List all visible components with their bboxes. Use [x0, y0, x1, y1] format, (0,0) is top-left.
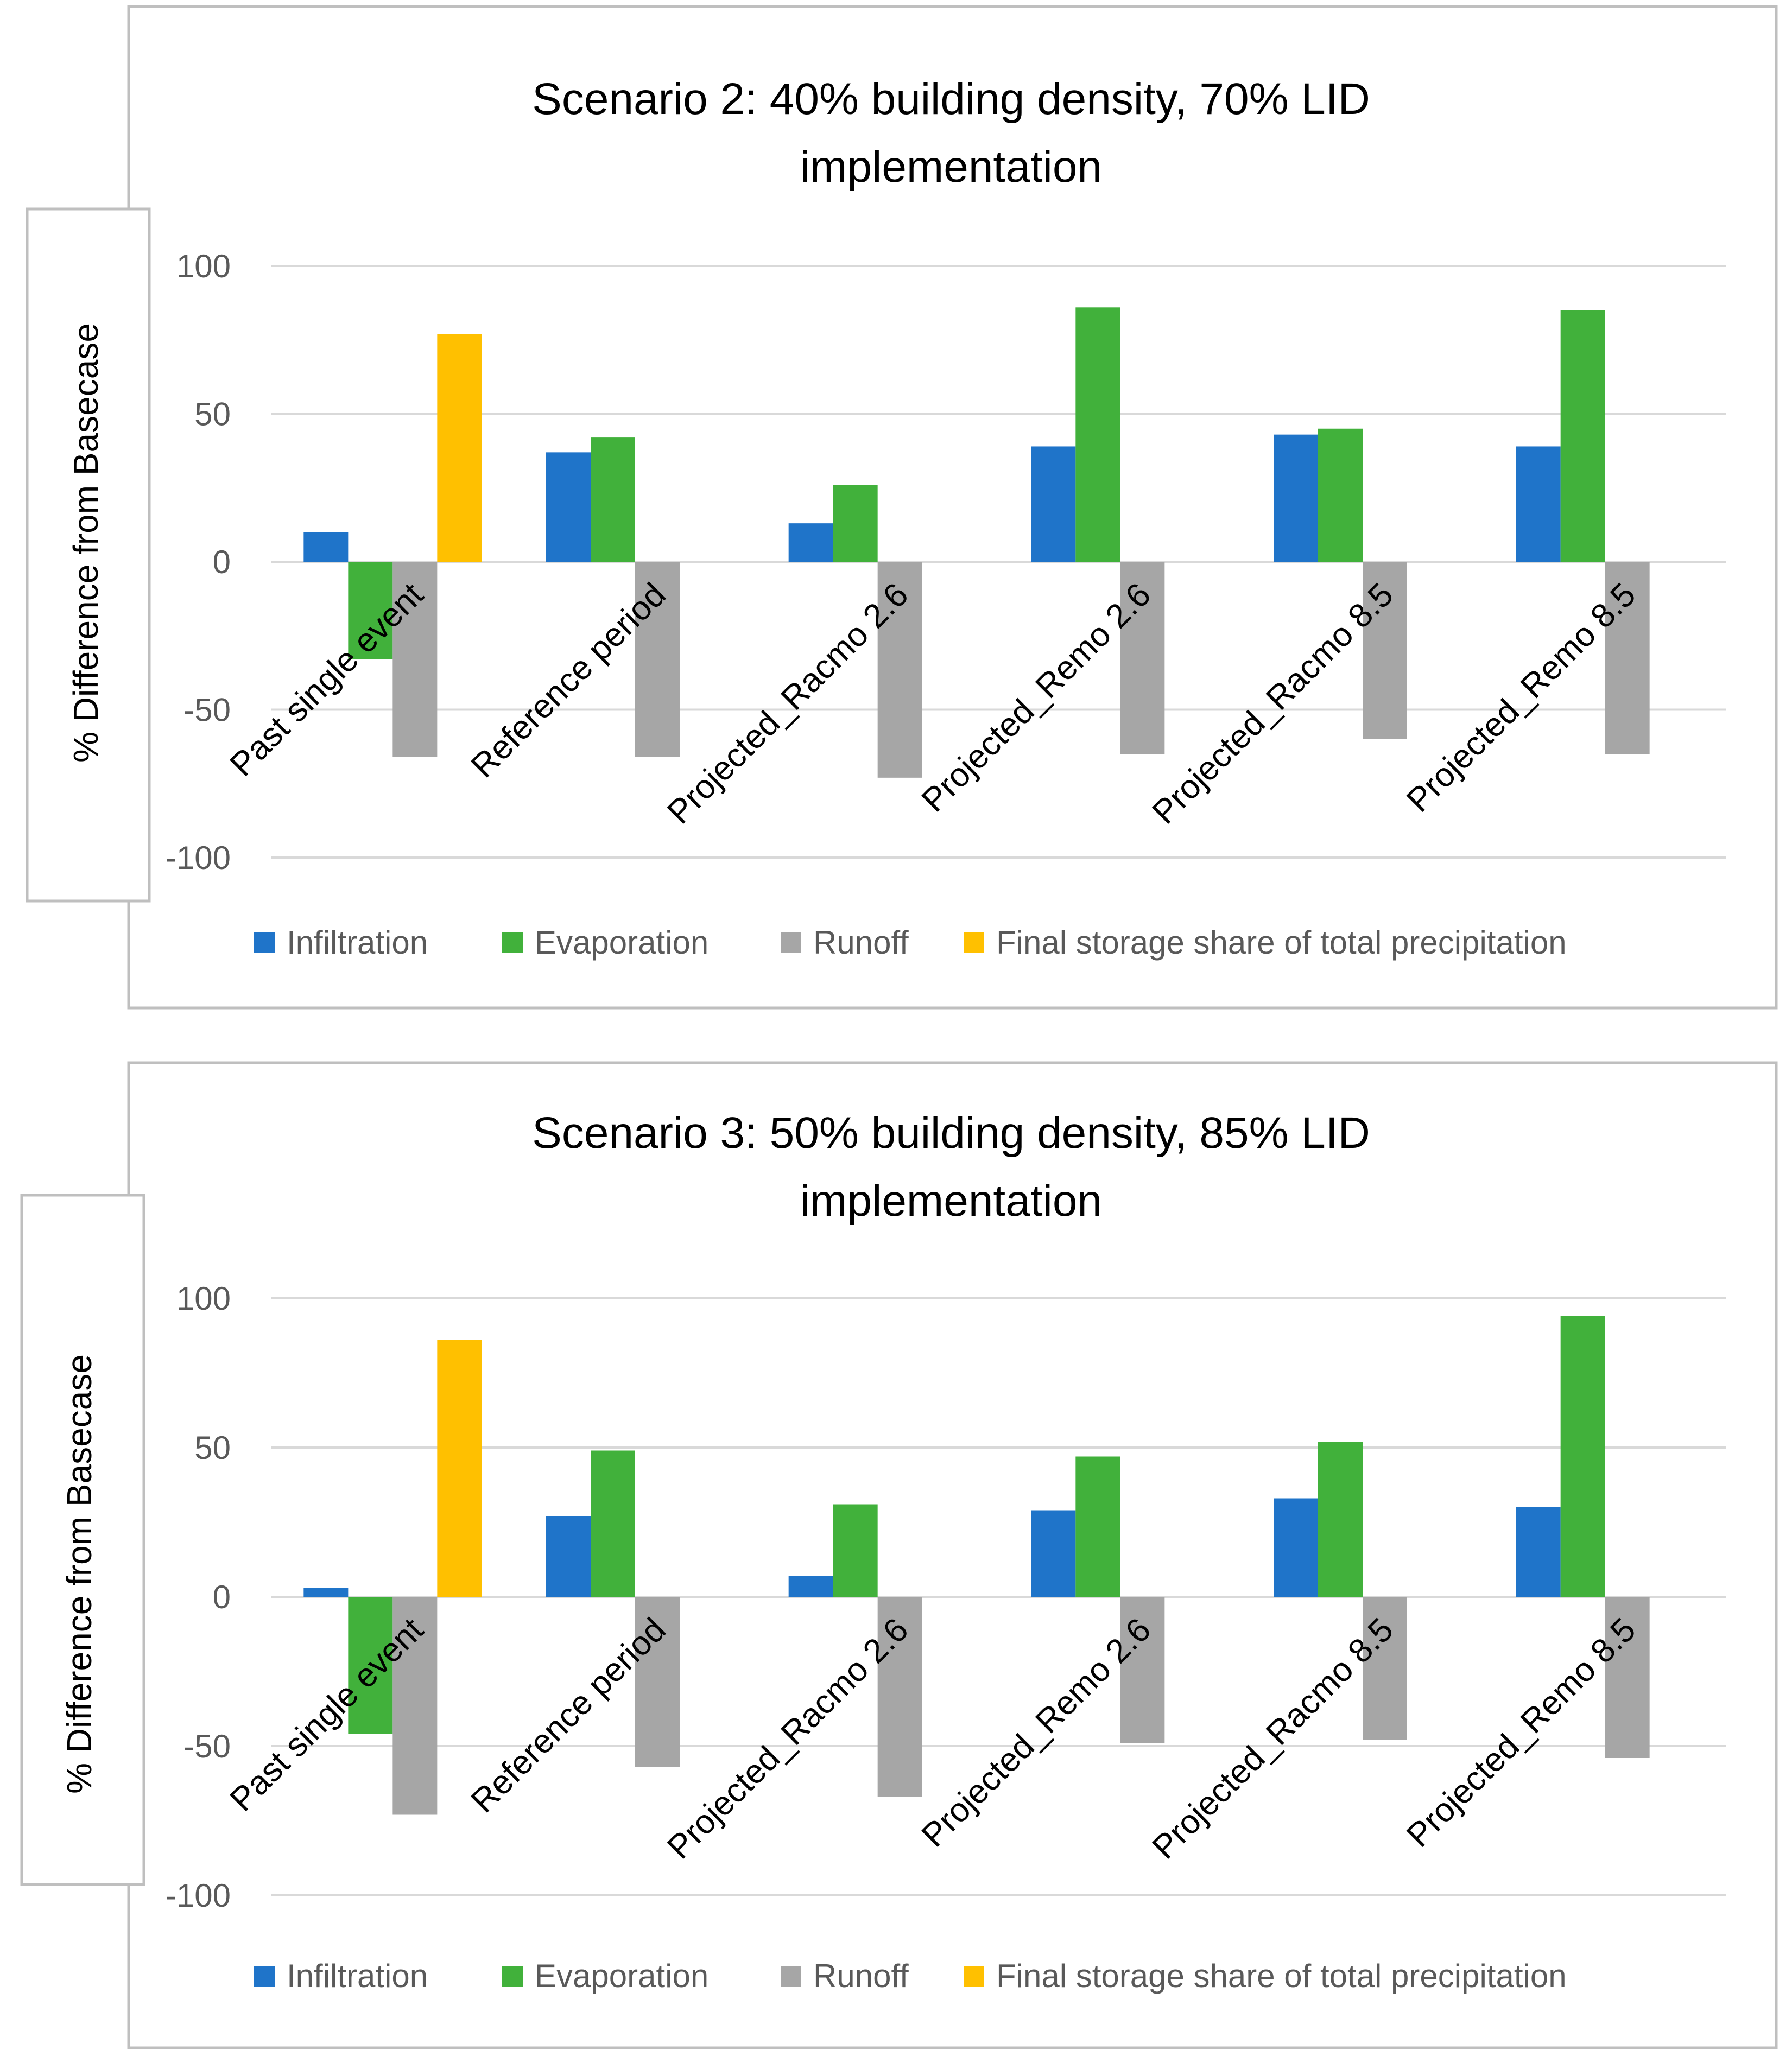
bar-infiltration-projected-remo-8-5 [1516, 1507, 1561, 1597]
bar-final-storage-share-of-total-precipitation-past-single-event [437, 334, 482, 562]
bar-runoff-projected-racmo-8-5 [1363, 1597, 1407, 1740]
gridlines [271, 265, 1726, 859]
bar-evaporation-projected-racmo-2-6 [833, 485, 878, 562]
legend-label-evaporation: Evaporation [535, 924, 708, 961]
bar-runoff-reference-period [635, 1597, 680, 1767]
bar-evaporation-reference-period [591, 437, 635, 562]
bar-runoff-projected-racmo-2-6 [877, 562, 922, 778]
bar-evaporation-past-single-event [348, 1597, 393, 1734]
bar-evaporation-projected-remo-8-5 [1560, 1316, 1605, 1597]
bars [303, 1316, 1650, 1815]
legend-label-infiltration: Infiltration [287, 924, 428, 961]
y-tick-labels: 100 50 0 -50 -100 [166, 248, 231, 876]
bar-runoff-past-single-event [392, 1597, 438, 1815]
bar-infiltration-reference-period [546, 452, 591, 562]
chart-title-line-2: implementation [800, 142, 1102, 192]
gridlines [271, 1297, 1726, 1896]
chart-scenario-3: Scenario 3: 50% building density, 85% LI… [20, 1061, 1778, 2049]
bar-final-storage-share-of-total-precipitation-past-single-event [437, 1340, 482, 1597]
legend-swatch-infiltration [254, 1966, 275, 1987]
bar-infiltration-projected-racmo-2-6 [788, 523, 833, 562]
chart-border [127, 5, 1778, 1010]
bar-evaporation-projected-remo-8-5 [1560, 310, 1605, 562]
bars [303, 307, 1650, 778]
legend-label-final-storage: Final storage share of total precipitati… [996, 1958, 1567, 1994]
legend-swatch-infiltration [254, 932, 275, 953]
bar-infiltration-projected-racmo-8-5 [1274, 434, 1318, 562]
bar-runoff-projected-remo-2-6 [1120, 562, 1165, 754]
y-axis-label: % Difference from Basecase [60, 1354, 99, 1794]
chart-border [127, 1061, 1778, 2049]
legend-label-evaporation: Evaporation [535, 1958, 708, 1994]
chart-title-line-1: Scenario 3: 50% building density, 85% LI… [532, 1108, 1370, 1158]
y-tick-label: 100 [176, 248, 231, 284]
legend-label-infiltration: Infiltration [287, 1958, 428, 1994]
legend-label-final-storage: Final storage share of total precipitati… [996, 924, 1567, 961]
legend-label-runoff: Runoff [813, 924, 909, 961]
bar-infiltration-projected-remo-8-5 [1516, 446, 1561, 562]
bar-infiltration-projected-remo-2-6 [1031, 446, 1076, 562]
y-tick-label: -50 [183, 692, 231, 728]
legend-swatch-final-storage [964, 932, 984, 953]
legend-swatch-runoff [781, 932, 801, 953]
bar-runoff-projected-racmo-2-6 [877, 1597, 922, 1797]
bar-infiltration-projected-racmo-8-5 [1274, 1498, 1318, 1597]
chart-title-line-1: Scenario 2: 40% building density, 70% LI… [532, 74, 1370, 124]
bar-runoff-projected-racmo-8-5 [1363, 562, 1407, 739]
chart-scenario-2: Scenario 2: 40% building density, 70% LI… [26, 5, 1778, 1010]
legend-swatch-evaporation [502, 932, 523, 953]
y-axis-label-box [20, 1194, 145, 1886]
legend: Infiltration Evaporation Runoff Final st… [254, 924, 1567, 961]
bar-evaporation-reference-period [591, 1450, 635, 1597]
bar-runoff-past-single-event [392, 562, 438, 757]
legend-swatch-runoff [781, 1966, 801, 1987]
legend-swatch-evaporation [502, 1966, 523, 1987]
bar-runoff-reference-period [635, 562, 680, 757]
y-tick-label: 0 [213, 1579, 231, 1615]
bar-evaporation-projected-remo-2-6 [1075, 1456, 1120, 1597]
y-tick-labels: 100 50 0 -50 -100 [166, 1280, 231, 1914]
y-tick-label: 100 [176, 1280, 231, 1317]
bar-evaporation-projected-remo-2-6 [1075, 307, 1120, 562]
legend-label-runoff: Runoff [813, 1958, 909, 1994]
legend-swatch-final-storage [964, 1966, 984, 1987]
bar-runoff-projected-remo-8-5 [1605, 562, 1650, 754]
y-axis-label-box [26, 207, 151, 903]
y-tick-label: 50 [194, 1430, 231, 1466]
y-tick-label: 0 [213, 544, 231, 580]
y-tick-label: -50 [183, 1728, 231, 1765]
y-axis-label: % Difference from Basecase [66, 323, 105, 763]
bar-infiltration-projected-racmo-2-6 [788, 1576, 833, 1597]
bar-evaporation-projected-racmo-8-5 [1318, 428, 1363, 562]
chart-title-line-2: implementation [800, 1176, 1102, 1226]
bar-evaporation-projected-racmo-8-5 [1318, 1442, 1363, 1597]
bar-infiltration-reference-period [546, 1516, 591, 1597]
bar-infiltration-projected-remo-2-6 [1031, 1510, 1076, 1597]
legend: Infiltration Evaporation Runoff Final st… [254, 1958, 1567, 1994]
bar-evaporation-past-single-event [348, 562, 393, 659]
bar-runoff-projected-remo-2-6 [1120, 1597, 1165, 1743]
y-tick-label: -100 [166, 1877, 231, 1914]
bar-infiltration-past-single-event [303, 1588, 349, 1597]
y-tick-label: -100 [166, 840, 231, 876]
bar-infiltration-past-single-event [303, 532, 349, 562]
y-tick-label: 50 [194, 396, 231, 433]
bar-runoff-projected-remo-8-5 [1605, 1597, 1650, 1758]
bar-evaporation-projected-racmo-2-6 [833, 1504, 878, 1597]
